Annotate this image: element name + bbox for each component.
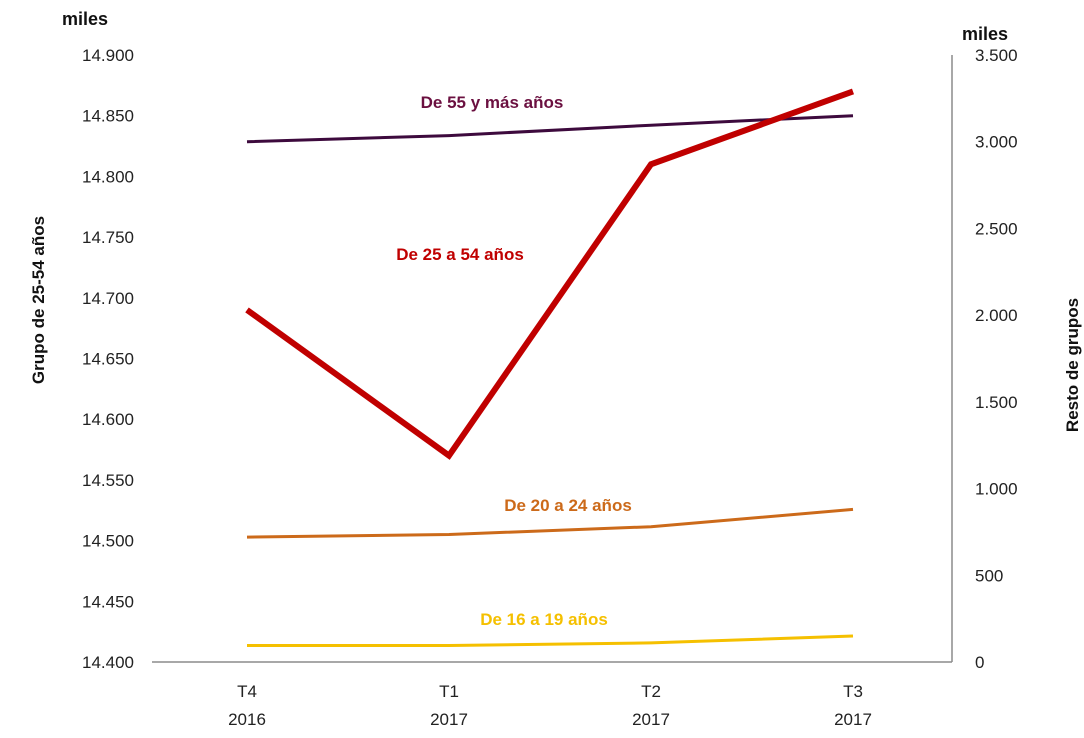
x-tick-label: 2017	[430, 710, 468, 729]
left-tick-label: 14.600	[82, 410, 134, 429]
right-tick-label: 3.000	[975, 133, 1018, 152]
left-tick-label: 14.650	[82, 350, 134, 369]
series-layer	[245, 88, 855, 647]
series-line-1	[246, 114, 854, 144]
right-tick-label: 1.000	[975, 480, 1018, 499]
series-line-4	[247, 634, 854, 647]
left-unit-label: miles	[62, 9, 108, 29]
x-tick-label: 2016	[228, 710, 266, 729]
left-tick-label: 14.750	[82, 228, 134, 247]
right-tick-label: 3.500	[975, 46, 1018, 65]
left-tick-label: 14.550	[82, 471, 134, 490]
right-tick-label: 2.500	[975, 219, 1018, 238]
labels-layer: De 55 y más años De 25 a 54 años De 20 a 2…	[396, 93, 632, 629]
x-tick-label: 2017	[632, 710, 670, 729]
x-tick-label: T3	[843, 682, 863, 701]
left-axis-title: Grupo de 25-54 años	[29, 216, 48, 384]
left-tick-label: 14.800	[82, 167, 134, 186]
x-tick-label: 2017	[834, 710, 872, 729]
right-unit-label: miles	[962, 24, 1008, 44]
left-tick-label: 14.900	[82, 46, 134, 65]
x-tick-label: T1	[439, 682, 459, 701]
right-tick-label: 2.000	[975, 306, 1018, 325]
series-label-2: De 25 a 54 años	[396, 245, 524, 264]
ticks-layer: 14.400 14.450 14.500 14.550 14.600 14.650 14.7…	[29, 9, 1082, 729]
right-tick-label: 500	[975, 566, 1003, 585]
series-label-4: De 16 a 19 años	[480, 610, 608, 629]
axes-layer	[152, 55, 953, 663]
right-tick-label: 1.500	[975, 393, 1018, 412]
right-tick-label: 0	[975, 653, 984, 672]
left-tick-label: 14.850	[82, 107, 134, 126]
left-tick-label: 14.700	[82, 289, 134, 308]
right-axis-title: Resto de grupos	[1063, 298, 1082, 432]
series-label-1: De 55 y más años	[421, 93, 564, 112]
series-label-3: De 20 a 24 años	[504, 496, 632, 515]
left-tick-label: 14.500	[82, 532, 134, 551]
left-tick-label: 14.400	[82, 653, 134, 672]
series-line-2	[245, 88, 855, 460]
x-tick-label: T4	[237, 682, 257, 701]
x-tick-label: T2	[641, 682, 661, 701]
series-line-3	[246, 507, 854, 539]
left-tick-label: 14.450	[82, 592, 134, 611]
